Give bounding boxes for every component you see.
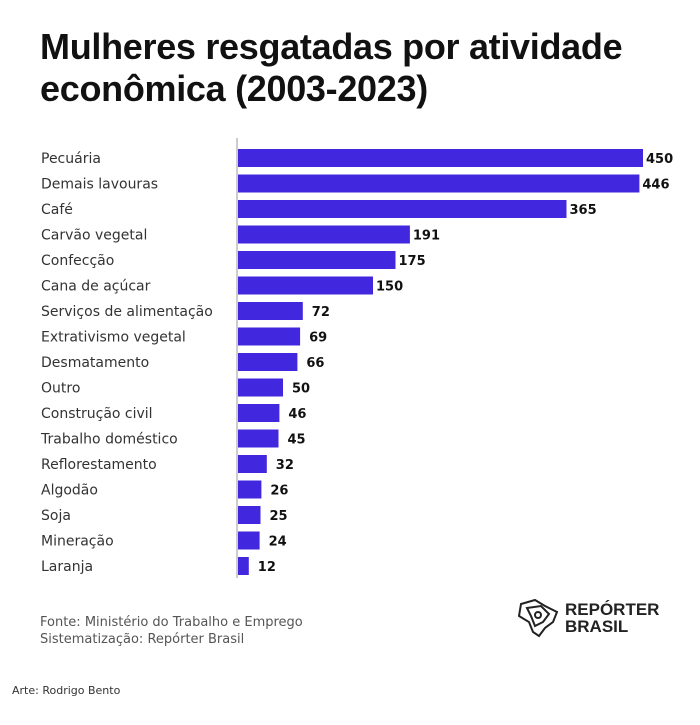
value-label: 26	[270, 484, 288, 499]
value-label: 66	[306, 356, 324, 371]
value-label: 32	[276, 458, 294, 473]
bar	[238, 455, 267, 473]
bar	[238, 353, 298, 371]
category-label: Mineração	[41, 534, 114, 550]
category-label: Confecção	[41, 253, 114, 269]
category-label: Desmatamento	[41, 355, 149, 371]
category-label: Cana de açúcar	[41, 279, 151, 295]
value-label: 72	[312, 305, 330, 320]
value-label: 50	[292, 382, 310, 397]
value-label: 365	[570, 203, 597, 218]
bar	[238, 276, 373, 295]
value-label: 450	[646, 152, 673, 167]
category-label: Café	[41, 202, 73, 218]
category-label: Carvão vegetal	[41, 228, 147, 244]
value-label: 12	[258, 560, 276, 575]
credit-text: Arte: Rodrigo Bento	[12, 684, 121, 697]
bar	[238, 200, 567, 218]
value-label: 446	[642, 178, 669, 193]
bar	[238, 225, 410, 244]
bar-chart: Pecuária 450 Demais lavouras 446 Café 365 Carv…	[40, 138, 673, 578]
category-label: Algodão	[41, 483, 98, 499]
value-label: 191	[413, 229, 440, 244]
category-label: Outro	[41, 381, 80, 397]
bar	[238, 429, 279, 448]
bar	[238, 302, 303, 320]
bar	[238, 557, 249, 575]
bar	[238, 251, 396, 269]
category-label: Demais lavouras	[41, 177, 158, 193]
bar	[238, 404, 280, 422]
source-text: Fonte: Ministério do Trabalho e Emprego	[40, 615, 303, 630]
reporter-brasil-logo: REPÓRTER BRASIL	[515, 598, 659, 638]
bar	[238, 149, 643, 167]
value-label: 25	[270, 509, 288, 524]
value-label: 46	[288, 407, 306, 422]
category-label: Pecuária	[41, 151, 101, 167]
bar	[238, 531, 260, 550]
value-label: 24	[269, 535, 287, 550]
category-label: Extrativismo vegetal	[41, 330, 186, 346]
bar	[238, 174, 640, 193]
logo-line2: BRASIL	[565, 617, 629, 636]
bar	[238, 480, 262, 499]
category-label: Construção civil	[41, 406, 153, 422]
category-label: Serviços de alimentação	[41, 304, 213, 320]
category-label: Soja	[41, 508, 71, 524]
source-note: Fonte: Ministério do Trabalho e Emprego …	[40, 614, 303, 648]
value-label: 175	[399, 254, 426, 269]
category-label: Laranja	[41, 559, 93, 575]
category-label: Reflorestamento	[41, 457, 157, 473]
value-label: 45	[288, 433, 306, 448]
chart-title: Mulheres resgatadas por atividade econôm…	[40, 26, 623, 109]
bar	[238, 506, 261, 524]
systematization-text: Sistematização: Repórter Brasil	[40, 632, 245, 647]
logo-line1: REPÓRTER	[565, 600, 660, 619]
bar	[238, 327, 301, 346]
value-label: 150	[376, 280, 403, 295]
value-label: 69	[309, 331, 327, 346]
brazil-map-icon	[517, 598, 559, 638]
category-label: Trabalho doméstico	[40, 432, 178, 448]
bar	[238, 378, 283, 397]
